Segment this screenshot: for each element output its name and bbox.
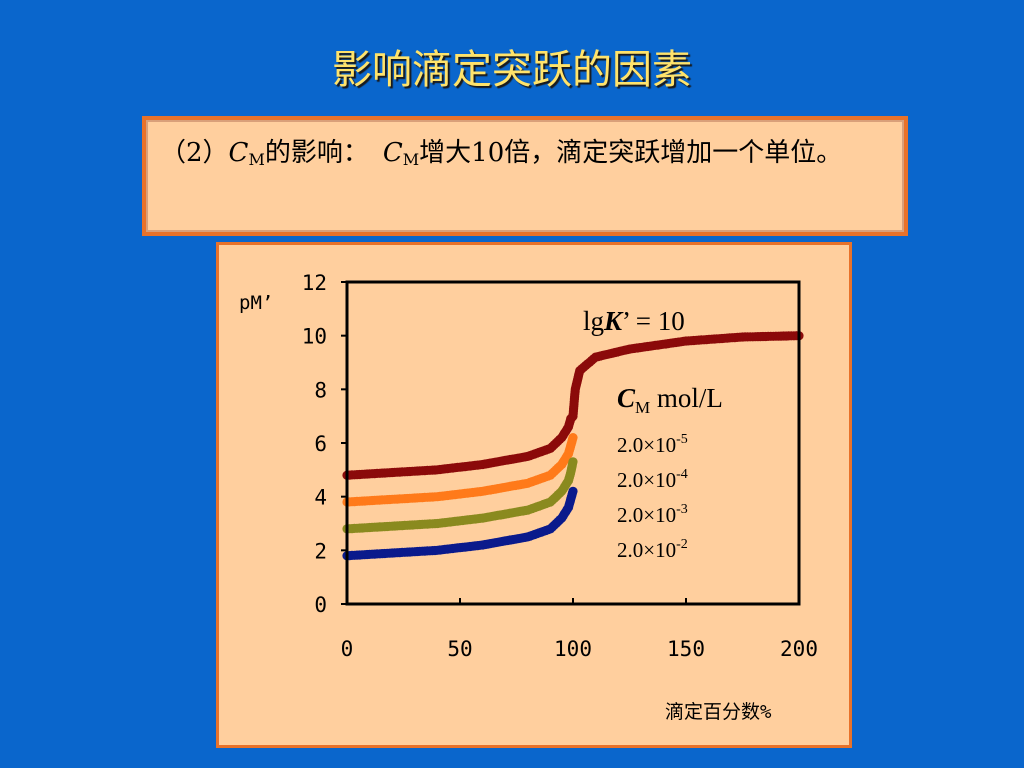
legend-base: 2.0×10 [617, 468, 676, 492]
x-tick-label: 0 [341, 637, 354, 661]
x-tick-label: 150 [667, 637, 705, 661]
y-tick-label: 4 [314, 486, 327, 510]
legend-entry-1: 2.0×10-4 [617, 467, 688, 492]
series-0 [342, 331, 804, 480]
y-tick-label: 8 [314, 378, 327, 402]
y-tick-label: 0 [314, 593, 327, 617]
note-box: （2）CM的影响： CM增大10倍，滴定突跃增加一个单位。 [142, 116, 908, 236]
cm-subscript: M [635, 398, 650, 417]
note-rest: 增大10倍，滴定突跃增加一个单位。 [419, 138, 843, 168]
data-point [568, 457, 578, 467]
cm-symbol: C [617, 383, 636, 413]
legend-entry-0: 2.0×10-5 [617, 432, 688, 457]
note-prefix: （2） [160, 138, 229, 168]
legend-exponent: -4 [676, 467, 688, 482]
legend-base: 2.0×10 [617, 538, 676, 562]
legend-base: 2.0×10 [617, 503, 676, 527]
legend-exponent: -3 [676, 502, 688, 517]
lgk-symbol: K [603, 306, 624, 336]
y-tick-label: 10 [302, 325, 327, 349]
legend-base: 2.0×10 [617, 433, 676, 457]
data-point [568, 486, 578, 496]
data-point [568, 433, 578, 443]
series-2 [342, 457, 578, 534]
plot-frame [345, 280, 801, 606]
cm-legend-title: CM mol/L [617, 383, 723, 417]
y-tick-label: 12 [302, 271, 327, 295]
lgk-suffix: ’ = 10 [622, 306, 685, 336]
cm-unit: mol/L [650, 383, 723, 413]
x-tick-label: 200 [780, 637, 818, 661]
note-mid: 的影响： [264, 138, 369, 168]
y-tick-label: 2 [314, 539, 327, 563]
x-tick-label: 50 [447, 637, 472, 661]
legend-exponent: -5 [676, 432, 688, 447]
slide-title: 影响滴定突跃的因素 [332, 47, 692, 93]
note-symbol-c: C [228, 138, 249, 168]
note-subscript-m-2: M [402, 150, 420, 169]
chart-panel: 0 2 4 6 8 10 12 0 50 100 150 200 pM’ 滴定百分数% lgK’ = … [216, 242, 852, 748]
legend-exponent: -2 [676, 537, 688, 552]
titration-chart: 0 2 4 6 8 10 12 0 50 100 150 200 pM’ 滴定百分数% lgK’ = … [239, 271, 818, 723]
legend-entry-2: 2.0×10-3 [617, 502, 688, 527]
series-1 [342, 433, 578, 507]
lgk-prefix: lg [583, 306, 604, 336]
series-3 [342, 486, 578, 561]
x-axis-label: 滴定百分数% [665, 701, 772, 723]
y-axis-label: pM’ [239, 292, 273, 314]
x-tick-label: 100 [554, 637, 592, 661]
legend-entry-3: 2.0×10-2 [617, 537, 688, 562]
note-subscript-m: M [248, 150, 265, 169]
lgk-annotation: lgK’ = 10 [583, 306, 685, 336]
note-symbol-c-2: C [382, 138, 403, 168]
y-tick-label: 6 [314, 432, 327, 456]
